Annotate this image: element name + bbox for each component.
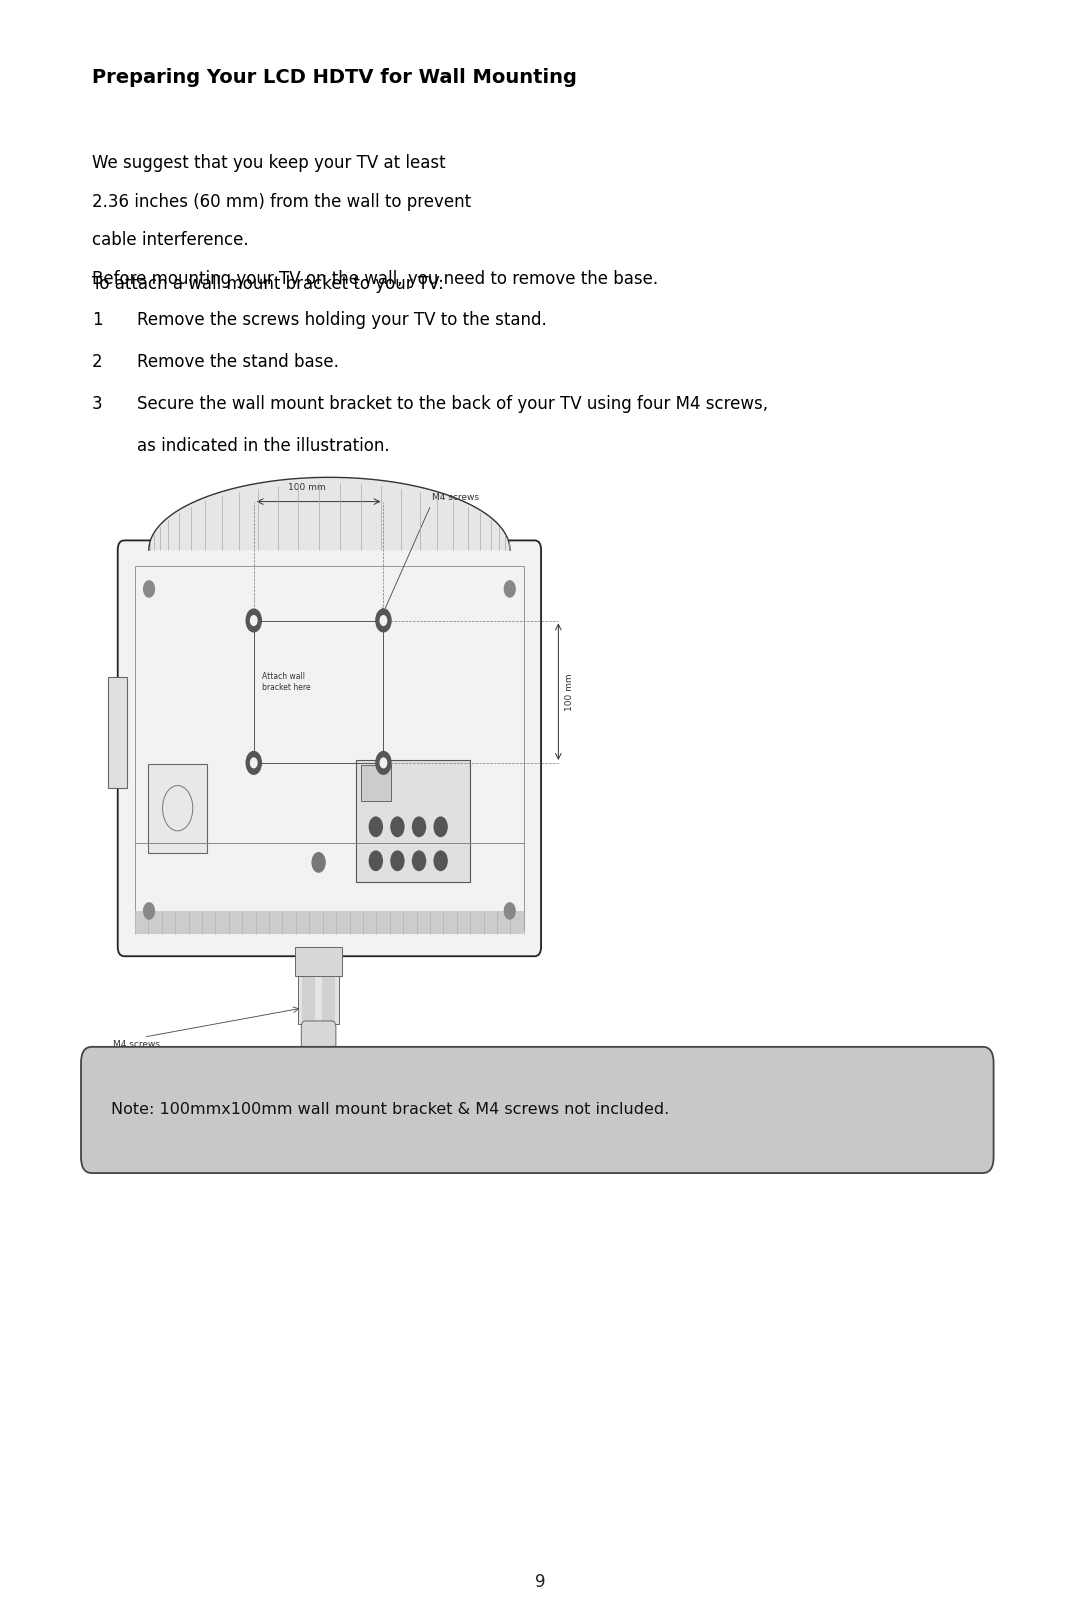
Bar xyxy=(148,764,207,853)
Circle shape xyxy=(391,851,404,870)
Circle shape xyxy=(312,853,325,872)
Circle shape xyxy=(413,817,426,837)
Circle shape xyxy=(413,851,426,870)
FancyBboxPatch shape xyxy=(301,1021,336,1066)
Circle shape xyxy=(251,757,257,769)
Bar xyxy=(135,911,524,934)
Text: Attach wall
bracket here: Attach wall bracket here xyxy=(262,671,311,693)
Circle shape xyxy=(380,757,387,769)
Text: 9: 9 xyxy=(535,1573,545,1592)
Circle shape xyxy=(246,751,261,775)
FancyBboxPatch shape xyxy=(81,1047,994,1173)
Circle shape xyxy=(376,751,391,775)
Text: Remove the screws holding your TV to the stand.: Remove the screws holding your TV to the… xyxy=(137,311,546,328)
Bar xyxy=(108,676,127,788)
Bar xyxy=(323,947,335,1024)
Circle shape xyxy=(504,903,515,919)
Text: Before mounting your TV on the wall, you need to remove the base.: Before mounting your TV on the wall, you… xyxy=(92,270,658,288)
Bar xyxy=(302,947,314,1024)
Text: M4 screws: M4 screws xyxy=(113,1040,161,1050)
Circle shape xyxy=(380,615,387,626)
Text: M4 screws: M4 screws xyxy=(432,492,480,502)
Circle shape xyxy=(434,817,447,837)
Circle shape xyxy=(391,817,404,837)
Text: Secure the wall mount bracket to the back of your TV using four M4 screws,: Secure the wall mount bracket to the bac… xyxy=(137,395,768,413)
Text: Preparing Your LCD HDTV for Wall Mounting: Preparing Your LCD HDTV for Wall Mountin… xyxy=(92,68,577,87)
Bar xyxy=(295,947,342,976)
Circle shape xyxy=(144,903,154,919)
Bar xyxy=(298,947,339,1024)
Bar xyxy=(356,760,470,882)
Text: 1: 1 xyxy=(92,311,103,328)
Text: To attach a wall mount bracket to your TV:: To attach a wall mount bracket to your T… xyxy=(92,275,444,293)
Text: We suggest that you keep your TV at least: We suggest that you keep your TV at leas… xyxy=(92,154,445,172)
Circle shape xyxy=(251,615,257,626)
Circle shape xyxy=(369,817,382,837)
Text: 100 mm: 100 mm xyxy=(565,673,573,710)
Circle shape xyxy=(434,851,447,870)
Circle shape xyxy=(369,851,382,870)
Text: 2: 2 xyxy=(92,353,103,371)
Text: Note: 100mmx100mm wall mount bracket & M4 screws not included.: Note: 100mmx100mm wall mount bracket & M… xyxy=(111,1102,670,1118)
Circle shape xyxy=(144,581,154,597)
Text: cable interference.: cable interference. xyxy=(92,231,248,249)
Bar xyxy=(135,566,524,930)
Text: 2.36 inches (60 mm) from the wall to prevent: 2.36 inches (60 mm) from the wall to pre… xyxy=(92,193,471,210)
Circle shape xyxy=(504,581,515,597)
Polygon shape xyxy=(149,477,510,550)
Bar xyxy=(361,765,391,801)
Text: 3: 3 xyxy=(92,395,103,413)
Circle shape xyxy=(246,608,261,633)
FancyBboxPatch shape xyxy=(220,1061,417,1094)
Text: 100 mm: 100 mm xyxy=(288,482,326,492)
Text: as indicated in the illustration.: as indicated in the illustration. xyxy=(137,437,390,455)
FancyBboxPatch shape xyxy=(118,540,541,956)
Text: Remove the stand base.: Remove the stand base. xyxy=(137,353,339,371)
Circle shape xyxy=(376,608,391,633)
